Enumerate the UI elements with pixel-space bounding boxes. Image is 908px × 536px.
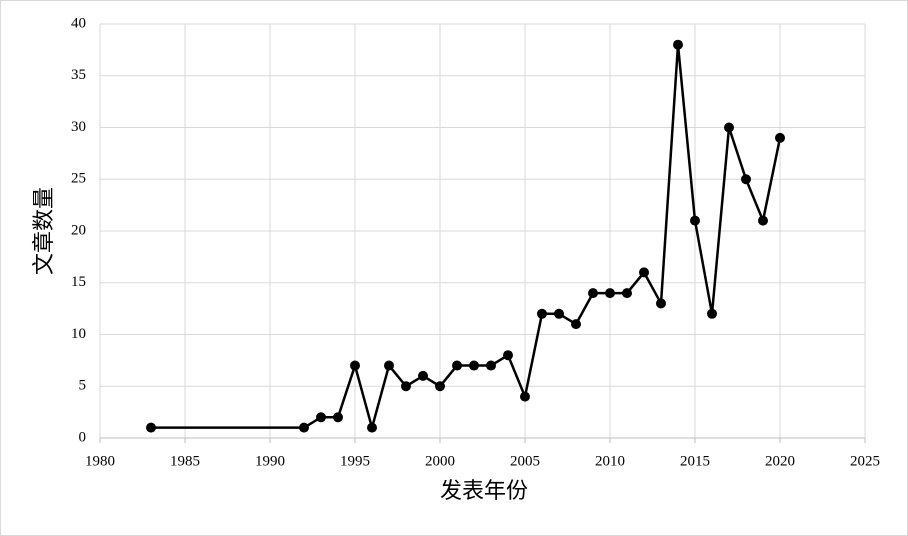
- data-point: [146, 422, 156, 433]
- y-tick-label: 0: [79, 429, 87, 445]
- data-point: [707, 308, 717, 319]
- data-point: [486, 360, 496, 371]
- data-point: [452, 360, 462, 371]
- data-point: [384, 360, 394, 371]
- y-tick-label: 10: [71, 326, 86, 342]
- data-point: [554, 308, 564, 319]
- data-point: [401, 381, 411, 392]
- x-axis-title: 发表年份: [440, 478, 528, 503]
- data-point: [503, 350, 513, 361]
- data-point: [775, 132, 785, 143]
- data-point: [639, 267, 649, 278]
- data-point: [571, 319, 581, 330]
- data-point: [758, 215, 768, 226]
- data-point: [588, 288, 598, 299]
- y-tick-label: 35: [71, 67, 86, 83]
- data-point: [656, 298, 666, 309]
- data-point: [418, 370, 428, 381]
- y-tick-label: 30: [71, 119, 86, 135]
- data-point: [435, 381, 445, 392]
- x-tick-label: 2000: [425, 453, 455, 469]
- x-tick-label: 1990: [255, 453, 285, 469]
- x-tick-label: 1985: [170, 453, 200, 469]
- data-point: [605, 288, 615, 299]
- x-tick-label: 2015: [680, 453, 710, 469]
- data-point: [741, 174, 751, 185]
- y-tick-label: 20: [71, 222, 86, 238]
- data-point: [622, 288, 632, 299]
- y-axis-title: 文章数量: [31, 187, 56, 275]
- data-point: [673, 39, 683, 50]
- data-point: [350, 360, 360, 371]
- x-tick-label: 1980: [85, 453, 115, 469]
- data-point: [316, 412, 326, 423]
- y-tick-label: 5: [79, 378, 87, 394]
- data-point: [537, 308, 547, 319]
- y-tick-label: 40: [71, 15, 86, 31]
- y-tick-label: 15: [71, 274, 86, 290]
- data-point: [520, 391, 530, 402]
- x-tick-label: 2025: [850, 453, 880, 469]
- y-tick-label: 25: [71, 171, 86, 187]
- x-tick-label: 2010: [595, 453, 625, 469]
- series-line: [151, 43, 782, 429]
- data-point: [690, 215, 700, 226]
- data-point: [724, 122, 734, 133]
- x-tick-label: 1995: [340, 453, 370, 469]
- data-point: [333, 412, 343, 423]
- x-tick-label: 2020: [765, 453, 795, 469]
- data-point: [367, 422, 377, 433]
- data-point: [469, 360, 479, 371]
- x-tick-label: 2005: [510, 453, 540, 469]
- data-point: [299, 422, 309, 433]
